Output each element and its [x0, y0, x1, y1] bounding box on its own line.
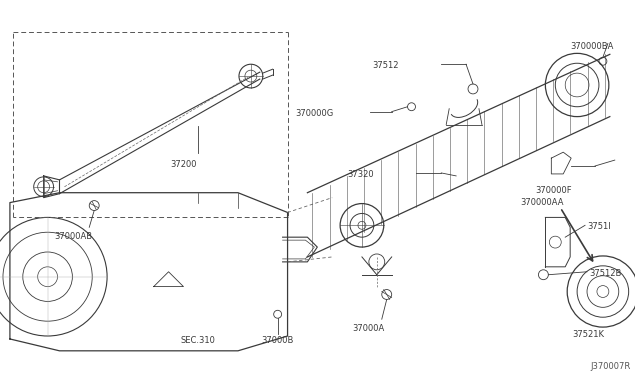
Text: 37000A: 37000A	[352, 324, 384, 333]
Text: 370000AA: 370000AA	[520, 198, 564, 206]
Text: 37200: 37200	[170, 160, 197, 169]
Text: 37000B: 37000B	[262, 336, 294, 345]
Text: 37320: 37320	[347, 170, 374, 179]
Text: 37000AB: 37000AB	[54, 232, 93, 241]
Text: 370000G: 370000G	[296, 109, 333, 118]
Text: 37521K: 37521K	[572, 330, 604, 339]
Text: 37512B: 37512B	[589, 269, 621, 278]
Text: SEC.310: SEC.310	[181, 336, 216, 345]
Text: J370007R: J370007R	[590, 362, 630, 371]
Text: 370000F: 370000F	[536, 186, 572, 195]
Text: 3751I: 3751I	[587, 222, 611, 231]
Text: 37512: 37512	[372, 61, 398, 70]
Text: 370000BA: 370000BA	[570, 42, 614, 51]
